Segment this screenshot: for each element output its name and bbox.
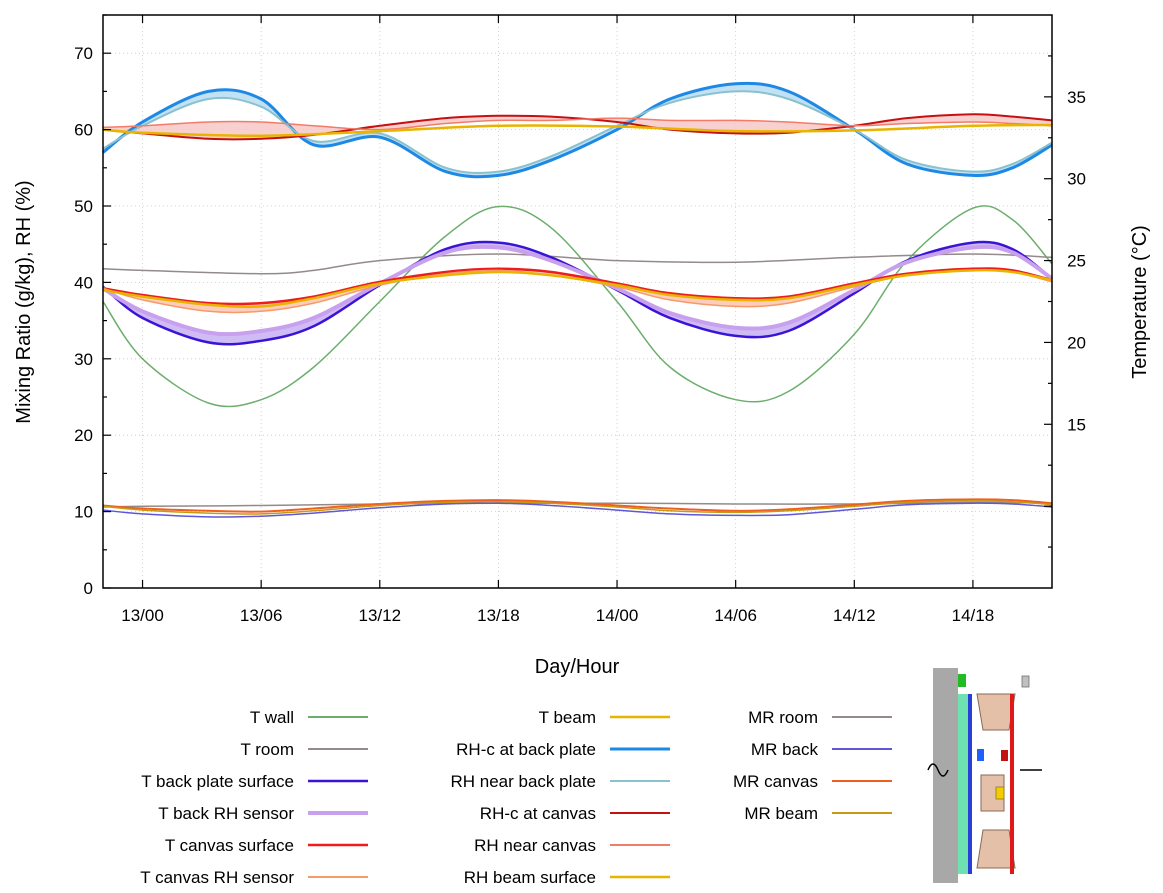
x-tick-label: 14/00 <box>596 606 639 625</box>
series-line-t-back-rh-sensor <box>101 244 1054 337</box>
sensor-yellow <box>995 786 1005 800</box>
x-tick-label: 14/18 <box>952 606 995 625</box>
assembly-schematic <box>927 668 1042 883</box>
x-tick-label: 13/00 <box>121 606 164 625</box>
legend-label: T wall <box>250 708 294 727</box>
y-right-tick-label: 20 <box>1067 333 1086 352</box>
sensor-green <box>958 674 966 687</box>
legend-label: T back RH sensor <box>158 804 294 823</box>
sensor-grey <box>1021 675 1030 688</box>
series-line-mr-canvas <box>102 498 1053 513</box>
legend-label: MR beam <box>744 804 818 823</box>
beam-top <box>976 693 1016 731</box>
y-left-tick-label: 0 <box>84 579 93 598</box>
series-line-rh-c-at-back-plate <box>102 81 1053 179</box>
y-right-tick-label: 15 <box>1067 415 1086 434</box>
x-tick-label: 13/18 <box>477 606 520 625</box>
x-tick-label: 13/12 <box>359 606 402 625</box>
y-left-tick-label: 30 <box>74 350 93 369</box>
axes: 13/00 13/06 13/12 13/18 14/00 14/06 14/12 14/18… <box>74 14 1086 625</box>
legend-label: MR canvas <box>733 772 818 791</box>
canvas-layer <box>1010 694 1014 874</box>
y-left-tick-label: 50 <box>74 197 93 216</box>
series-line-rh-near-back-plate <box>102 90 1053 174</box>
legend-label: RH-c at canvas <box>480 804 596 823</box>
insulation-layer <box>958 694 968 874</box>
legend-label: T canvas surface <box>165 836 294 855</box>
plot-lines <box>101 81 1054 518</box>
y-right-tick-label: 30 <box>1067 170 1086 189</box>
legend-label: T canvas RH sensor <box>140 868 294 887</box>
x-tick-label: 14/12 <box>833 606 876 625</box>
series-line-t-beam <box>102 268 1053 309</box>
band-t-back-rh-sensor <box>103 241 1052 345</box>
legend-label: RH-c at back plate <box>456 740 596 759</box>
legend: T wall T room T back plate surface T back R… <box>140 708 892 887</box>
series-line-t-canvas-surface <box>102 267 1053 306</box>
legend-label: RH near canvas <box>474 836 596 855</box>
band-fills <box>103 83 1052 345</box>
legend-label: RH beam surface <box>464 868 596 887</box>
y-left-tick-label: 60 <box>74 121 93 140</box>
sensor-red <box>1001 750 1008 761</box>
legend-label: MR room <box>748 708 818 727</box>
wave-symbol <box>927 763 949 777</box>
legend-label: T beam <box>539 708 596 727</box>
beam-bottom <box>976 829 1016 869</box>
legend-label: T room <box>240 740 294 759</box>
legend-label: MR back <box>751 740 819 759</box>
y-axis-right-title: Temperature (°C) <box>1129 225 1151 379</box>
x-tick-label: 14/06 <box>714 606 757 625</box>
y-left-tick-label: 40 <box>74 273 93 292</box>
sensor-blue <box>977 749 984 761</box>
x-tick-label: 13/06 <box>240 606 283 625</box>
y-left-tick-label: 70 <box>74 44 93 63</box>
legend-label: T back plate surface <box>141 772 294 791</box>
y-left-tick-label: 10 <box>74 503 93 522</box>
series-line-t-room <box>102 253 1053 275</box>
series-line-mr-beam <box>102 500 1053 515</box>
back-plate <box>968 694 972 874</box>
y-axis-left-title: Mixing Ratio (g/kg), RH (%) <box>13 180 35 423</box>
series-line-mr-back <box>102 502 1053 518</box>
y-right-tick-label: 25 <box>1067 252 1086 271</box>
series-line-rh-near-canvas <box>102 117 1053 131</box>
x-axis-title: Day/Hour <box>535 656 620 678</box>
series-line-rh-beam-surface <box>102 123 1053 137</box>
legend-label: RH near back plate <box>450 772 596 791</box>
y-right-tick-label: 35 <box>1067 88 1086 107</box>
y-left-tick-label: 20 <box>74 426 93 445</box>
